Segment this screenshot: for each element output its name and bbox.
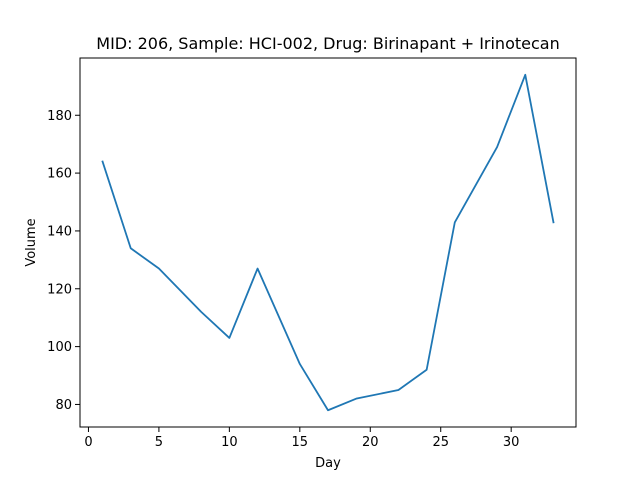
x-axis-label: Day: [315, 456, 341, 471]
x-tick-label: 0: [84, 435, 92, 450]
x-tick-label: 30: [503, 435, 520, 450]
x-tick-label: 25: [432, 435, 449, 450]
y-tick-label: 100: [47, 340, 72, 355]
y-tick-label: 140: [47, 224, 72, 239]
plot-area: [101, 73, 555, 412]
y-tick-label: 180: [47, 109, 72, 124]
y-tick-label: 120: [47, 282, 72, 297]
x-tick-label: 20: [362, 435, 379, 450]
axes-frame: [79, 57, 577, 428]
x-tick-label: 15: [292, 435, 309, 450]
x-tick-label: 5: [155, 435, 163, 450]
y-axis-label: Volume: [24, 218, 39, 266]
y-axis-ticks: 80 100 120 140 160 180: [47, 109, 80, 413]
y-tick-label: 160: [47, 167, 72, 182]
x-axis-ticks: 0 5 10 15 20 25 30: [84, 427, 519, 450]
x-tick-label: 10: [221, 435, 238, 450]
chart-title: MID: 206, Sample: HCI-002, Drug: Birinap…: [96, 34, 559, 53]
y-tick-label: 80: [55, 398, 72, 413]
